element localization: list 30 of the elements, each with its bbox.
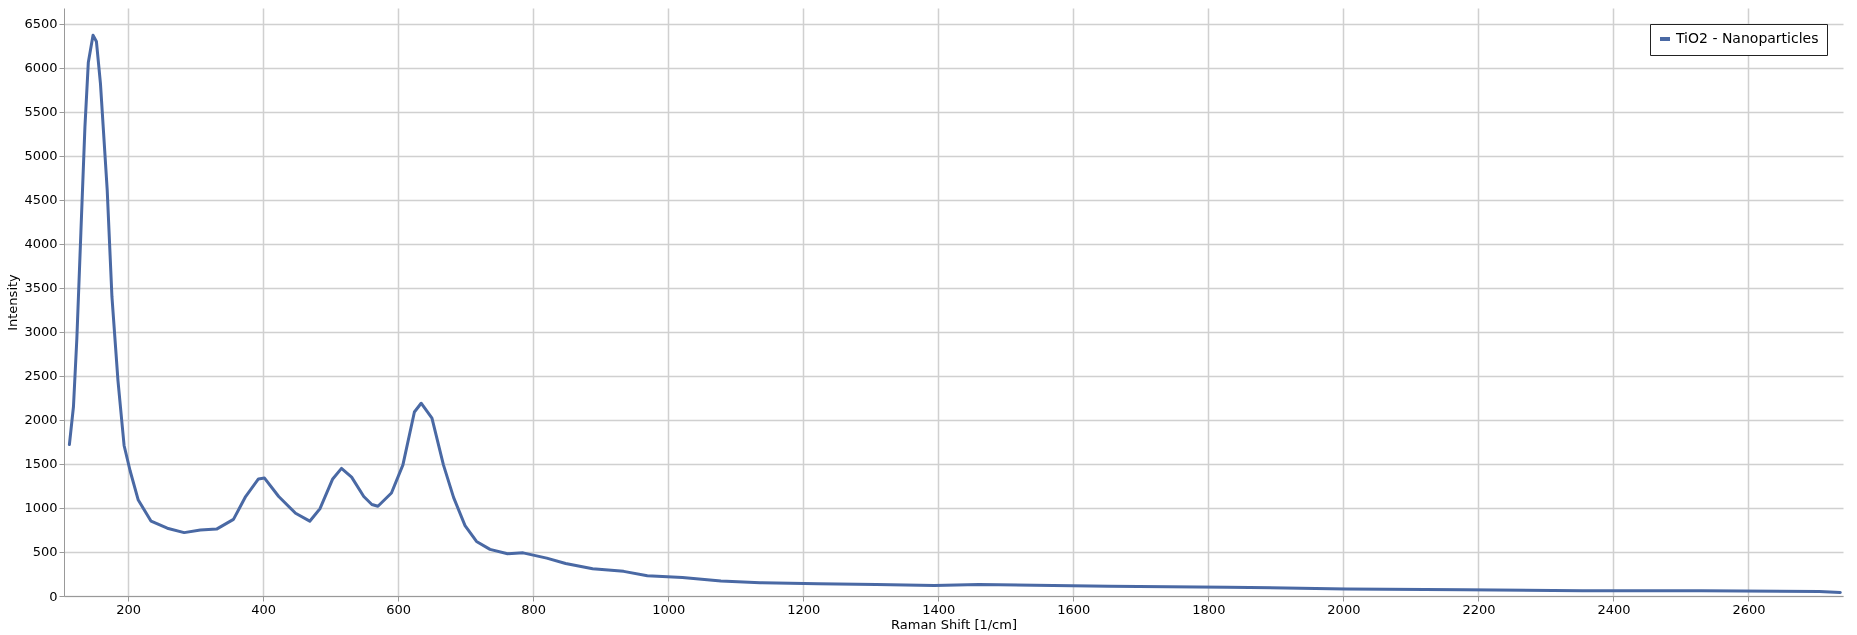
y-tick-label: 5000 — [24, 148, 58, 164]
x-tick-label: 400 — [251, 601, 277, 617]
y-tick-label: 1000 — [24, 500, 58, 516]
x-tick-label: 2000 — [1327, 601, 1361, 617]
y-tick-label: 6500 — [24, 16, 58, 32]
y-tick-label: 5500 — [24, 104, 58, 120]
x-tick-label: 1400 — [922, 601, 956, 617]
legend-label: TiO2 - Nanoparticles — [1675, 30, 1819, 46]
x-tick-label: 1200 — [787, 601, 821, 617]
x-tick-label: 2400 — [1597, 601, 1631, 617]
x-tick-label: 1800 — [1192, 601, 1226, 617]
x-tick-label: 2200 — [1462, 601, 1496, 617]
y-tick-label: 0 — [49, 588, 58, 604]
x-axis-title: Raman Shift [1/cm] — [890, 616, 1018, 632]
x-tick-label: 200 — [116, 601, 142, 617]
y-tick-label: 6000 — [24, 60, 58, 76]
y-tick-label: 3000 — [24, 324, 58, 340]
x-tick-label: 1000 — [652, 601, 686, 617]
x-tick-label: 1600 — [1057, 601, 1091, 617]
x-tick-label: 2600 — [1732, 601, 1766, 617]
y-tick-label: 2500 — [24, 368, 58, 384]
x-tick-label: 800 — [521, 601, 547, 617]
y-axis-title: Intensity — [5, 273, 21, 331]
y-tick-label: 500 — [32, 544, 58, 560]
y-tick-label: 3500 — [24, 280, 58, 296]
y-tick-label: 4000 — [24, 236, 58, 252]
y-tick-label: 4500 — [24, 192, 58, 208]
y-tick-label: 2000 — [24, 412, 58, 428]
x-tick-label: 600 — [386, 601, 412, 617]
y-tick-label: 1500 — [24, 456, 58, 472]
